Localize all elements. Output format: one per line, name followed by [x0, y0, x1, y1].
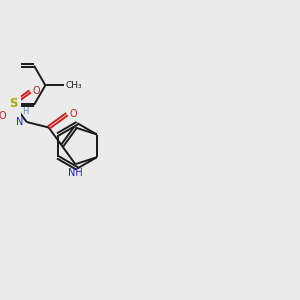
Text: O: O	[0, 111, 6, 121]
Text: S: S	[9, 97, 18, 110]
Text: O: O	[32, 86, 40, 96]
Text: H: H	[22, 107, 28, 116]
Text: NH: NH	[68, 168, 83, 178]
Text: CH₃: CH₃	[65, 81, 82, 90]
Text: O: O	[69, 109, 77, 119]
Text: N: N	[16, 117, 23, 127]
